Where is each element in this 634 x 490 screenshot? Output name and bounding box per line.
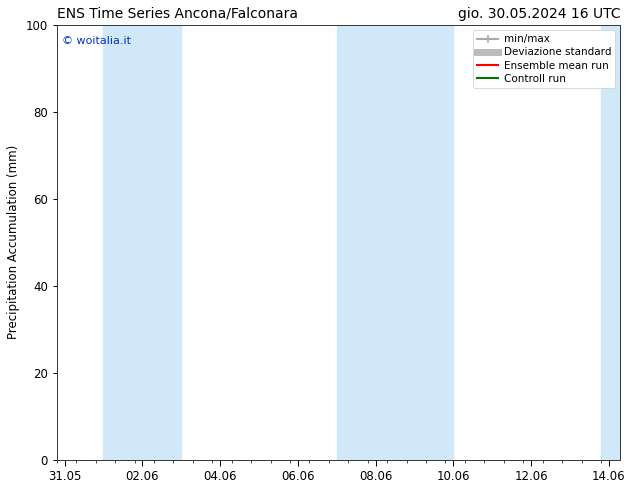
- Bar: [601, 25, 621, 460]
- Text: ENS Time Series Ancona/Falconara: ENS Time Series Ancona/Falconara: [57, 7, 298, 21]
- Text: © woitalia.it: © woitalia.it: [62, 36, 131, 46]
- Y-axis label: Precipitation Accumulation (mm): Precipitation Accumulation (mm): [7, 145, 20, 340]
- Legend: min/max, Deviazione standard, Ensemble mean run, Controll run: min/max, Deviazione standard, Ensemble m…: [474, 30, 615, 88]
- Bar: [337, 25, 453, 460]
- Bar: [103, 25, 181, 460]
- Text: gio. 30.05.2024 16 UTC: gio. 30.05.2024 16 UTC: [458, 7, 621, 21]
